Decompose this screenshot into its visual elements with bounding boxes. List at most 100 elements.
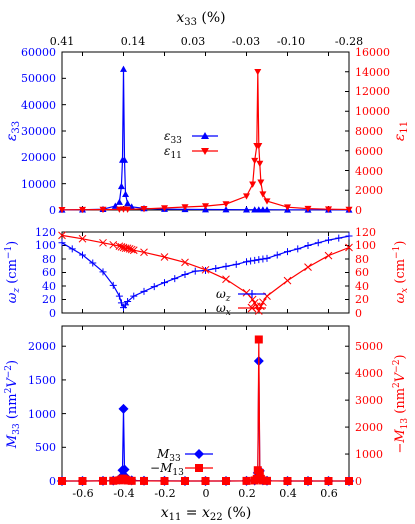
data-point [222, 201, 230, 208]
ytick-right-label: 2000 [355, 184, 383, 197]
data-point [212, 264, 220, 272]
data-point [243, 258, 250, 266]
ytick-left-label: 0 [49, 475, 56, 488]
ytick-right-label: 80 [355, 253, 369, 266]
data-point [324, 251, 333, 260]
ytick-left-label: 120 [35, 226, 56, 239]
data-point [125, 245, 134, 253]
data-point [124, 206, 132, 213]
data-point [140, 248, 148, 257]
data-point [130, 292, 138, 300]
data-point [250, 299, 259, 307]
ytick-left-label: 30000 [21, 125, 56, 138]
panel-3-yticks-left: 0 500 1000 1500 2000 [28, 340, 56, 488]
data-point [345, 232, 353, 240]
top-tick-label: -0.10 [277, 35, 305, 48]
series-2-1 [58, 232, 353, 312]
data-point [140, 206, 148, 213]
data-point [120, 65, 127, 72]
ytick-right-label: 60 [355, 266, 369, 279]
data-point [201, 265, 210, 274]
ytick-left-label: 60 [42, 266, 56, 279]
panel-3-ylabel-left: M33 (nm2V−2) [4, 360, 22, 449]
data-point [345, 206, 353, 214]
ytick-right-label: 0 [355, 475, 362, 488]
data-point [222, 477, 230, 485]
data-point [314, 239, 322, 247]
data-point [127, 245, 136, 254]
xtick-label: 0 [203, 487, 210, 500]
ytick-left-label: 2000 [28, 340, 56, 353]
data-point [251, 256, 259, 264]
data-point [160, 253, 169, 261]
series-1-1 [58, 65, 353, 213]
panel-2-ylabel-right: ωx (cm−1) [392, 241, 410, 304]
data-point [255, 143, 263, 150]
data-point [222, 206, 230, 213]
data-point [256, 160, 264, 168]
panel-1-yticks-right: 0 2000 4000 6000 8000 10000 12000 14000 … [355, 46, 390, 217]
data-point [123, 244, 132, 253]
legend-eps11-marker [201, 148, 209, 155]
xtick-label: -0.4 [113, 487, 134, 500]
panel-1-ylabel-left: ε33 [4, 121, 22, 141]
ytick-right-label: 4000 [355, 165, 383, 178]
legend-eps33-marker [201, 132, 209, 139]
series-line [61, 71, 350, 211]
xtick-label: -0.2 [154, 487, 175, 500]
ytick-right-label: 1000 [355, 448, 383, 461]
top-tick-label: 0.03 [181, 35, 206, 48]
data-point [181, 271, 189, 279]
data-point [254, 307, 263, 315]
data-point [254, 335, 263, 344]
ytick-left-label: 50000 [21, 72, 56, 85]
ytick-left-label: 40 [42, 280, 56, 293]
data-point [109, 240, 118, 249]
data-point [58, 239, 66, 247]
legend-omega-x-marker [247, 303, 257, 313]
data-point [283, 477, 292, 485]
data-point [259, 255, 267, 263]
data-point [202, 203, 209, 210]
data-point [109, 281, 117, 289]
ytick-left-label: 0 [49, 204, 56, 217]
ytick-right-label: 14000 [355, 66, 390, 79]
data-point [124, 298, 132, 306]
data-point [254, 68, 262, 76]
top-tick-label: -0.28 [335, 35, 363, 48]
data-point [129, 246, 138, 255]
legend-m13-marker [195, 464, 203, 472]
legend-eps11: ε11 [164, 144, 182, 161]
panel-2-yticks-left: 0 20 40 60 80 100 120 [35, 226, 56, 320]
ytick-left-label: 100 [35, 239, 56, 252]
data-point [335, 234, 343, 242]
data-point [124, 199, 132, 207]
panel-permittivity: 0 10000 20000 30000 40000 50000 60000 0 … [4, 46, 410, 217]
panel-1-plot [58, 51, 353, 214]
data-point [259, 191, 267, 198]
data-point [58, 477, 66, 485]
data-point [243, 206, 250, 213]
data-point [123, 476, 132, 485]
data-point [263, 206, 271, 213]
legend-m33-marker [194, 449, 204, 459]
data-point [122, 190, 130, 197]
ytick-right-label: 120 [355, 226, 376, 239]
top-axis-ticks: 0.41 0.14 0.03 -0.03 -0.10 -0.28 [50, 35, 363, 48]
data-point [304, 477, 312, 485]
ytick-right-label: 12000 [355, 85, 390, 98]
ytick-left-label: 60000 [21, 46, 56, 59]
data-point [304, 205, 312, 213]
data-point [201, 477, 210, 485]
panel-1-yticks-left: 0 10000 20000 30000 40000 50000 60000 [21, 46, 56, 217]
ytick-left-label: 80 [42, 253, 56, 266]
data-point [115, 242, 124, 251]
ytick-right-label: 20 [355, 293, 369, 306]
ytick-right-label: 2000 [355, 421, 383, 434]
data-point [99, 268, 107, 276]
data-point [251, 157, 259, 165]
ytick-right-label: 16000 [355, 46, 390, 59]
panel-electrostriction: 0 500 1000 1500 2000 0 1000 2000 3000 40… [4, 325, 410, 523]
ytick-left-label: 1000 [28, 408, 56, 421]
